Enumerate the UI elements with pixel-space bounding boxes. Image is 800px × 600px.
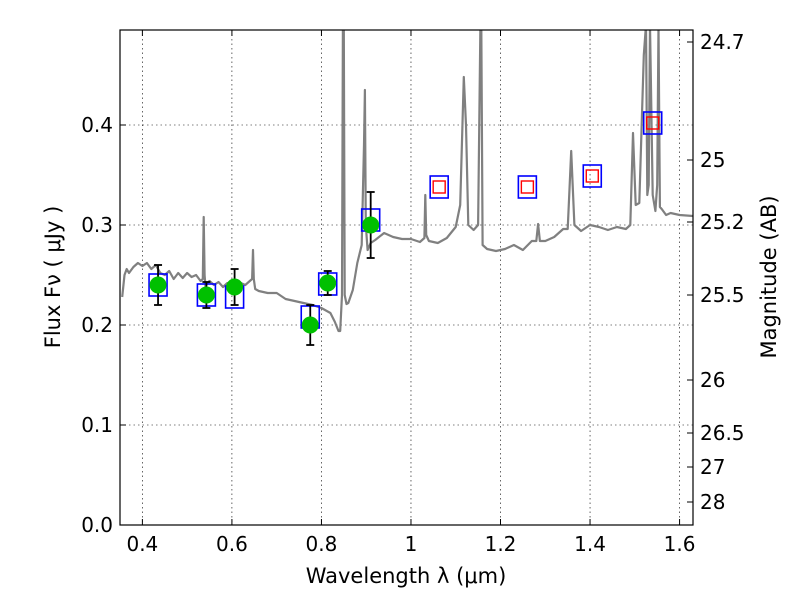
model-photometry-box — [429, 175, 449, 199]
y-tick-label: 0.4 — [81, 113, 113, 137]
observed-point — [149, 276, 167, 294]
spectrum-line — [121, 30, 693, 333]
right-tick-label: 25 — [700, 148, 725, 172]
plot-frame — [119, 29, 694, 526]
right-tick-label: 26.5 — [700, 421, 745, 445]
tick-labels: 0.4 0.6 0.8 1 1.2 1.4 1.6 0.0 0.1 0.2 0.3 0.4 24.7 25… — [81, 30, 744, 556]
y-right-axis-label: Magnitude (AB) — [757, 195, 781, 358]
predicted-photometry-box — [585, 169, 599, 183]
y-tick-label: 0.2 — [81, 313, 113, 337]
observed-point — [301, 316, 319, 334]
x-axis-label: Wavelength λ (μm) — [306, 564, 507, 588]
x-tick-label: 0.8 — [306, 532, 338, 556]
right-tick-label: 26 — [700, 368, 725, 392]
plot-background — [120, 30, 693, 525]
predicted-photometry-box — [646, 116, 660, 130]
predicted-photometry-box — [520, 180, 535, 194]
model-photometry-box — [642, 111, 663, 135]
observed-point — [362, 216, 380, 234]
predicted-photometry-box — [432, 180, 446, 194]
photometry-markers — [148, 111, 663, 346]
observed-point — [197, 286, 215, 304]
model-photometry-box — [582, 164, 603, 188]
x-tick-label: 1.2 — [485, 532, 517, 556]
y-tick-label: 0.0 — [81, 513, 113, 537]
model-photometry-box — [517, 175, 538, 199]
observed-point — [319, 274, 337, 292]
right-tick-label: 24.7 — [700, 30, 745, 54]
axis-ticks — [120, 30, 693, 526]
x-tick-label: 1.4 — [574, 532, 606, 556]
x-tick-label: 0.6 — [216, 532, 248, 556]
y-tick-label: 0.1 — [81, 413, 113, 437]
observed-point — [226, 278, 244, 296]
x-tick-label: 0.4 — [126, 532, 158, 556]
y-axis-label: Flux Fν ( μJy ) — [41, 206, 65, 349]
y-tick-label: 0.3 — [81, 213, 113, 237]
x-tick-label: 1 — [405, 532, 418, 556]
x-tick-label: 1.6 — [664, 532, 696, 556]
right-tick-label: 25.2 — [700, 210, 745, 234]
right-tick-label: 28 — [700, 490, 725, 514]
model-spectrum — [121, 30, 693, 333]
right-tick-label: 27 — [700, 455, 725, 479]
right-tick-label: 25.5 — [700, 283, 745, 307]
